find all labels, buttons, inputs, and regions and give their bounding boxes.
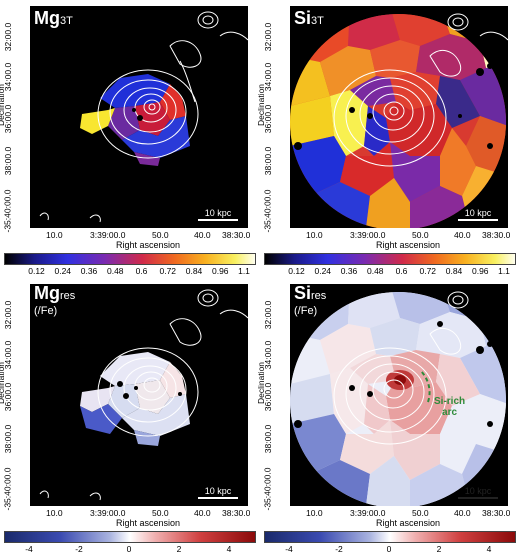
xtick-5: 38:30.0	[482, 230, 511, 240]
ytick-2: 34:00.0	[263, 62, 274, 92]
panel-mg-3t: Mg3T 10 kpc Declination 32:00.0 34:00.0 …	[0, 0, 260, 278]
xtick-3: 50.0	[412, 508, 429, 518]
mg-bin-blue-top	[100, 74, 170, 108]
ytick-2: 34:00.0	[263, 340, 274, 370]
ytick-3: 36:00.0	[3, 104, 14, 134]
panel-title-mg-3t: Mg3T	[34, 8, 73, 28]
mg-res-point-sources	[117, 381, 182, 399]
si-3t-contours	[333, 13, 508, 167]
xtick-4: 40.0	[454, 230, 471, 240]
panel-title-mg-res: Mgres (/Fe)	[34, 283, 76, 317]
ytick-4: 38:00.0	[263, 424, 274, 454]
si-rich-arc-label: Si-rich arc	[434, 396, 466, 418]
xlabel-si-res: Right ascension	[376, 518, 441, 528]
xtick-2: 3:39:00.0	[90, 230, 126, 240]
ytick-3: 36:00.0	[263, 382, 274, 412]
panel-si-3t: Si3T 10 kpc Declination 32:00.0 34:00.0 …	[256, 0, 520, 278]
mg-bin-yellow-left	[80, 108, 115, 134]
panel-title-si-3t: Si3T	[294, 8, 324, 28]
si-res-svg	[290, 291, 506, 506]
xtick-4: 40.0	[194, 230, 211, 240]
map-si-res	[290, 284, 508, 506]
panel-title-si-res: Sires (/Fe)	[294, 283, 327, 317]
si-3t-point-sources	[294, 63, 493, 150]
ytick-4: 38:00.0	[3, 424, 14, 454]
ytick-2: 34:00.0	[3, 62, 14, 92]
ytick-5: -35:40:00.0	[2, 189, 13, 233]
colorbar-residual-2	[264, 531, 516, 543]
mg-bin-blue-bottom	[122, 116, 190, 158]
ytick-1: 32:00.0	[3, 300, 14, 330]
mg-3t-svg	[39, 11, 248, 223]
ytick-3: 36:00.0	[263, 104, 274, 134]
ytick-3: 36:00.0	[3, 382, 14, 412]
ytick-4: 38:00.0	[263, 146, 274, 176]
xlabel-si-3t: Right ascension	[376, 240, 441, 250]
xtick-2: 3:39:00.0	[350, 508, 386, 518]
colorbar-abundance-2	[264, 253, 516, 265]
ytick-5: -35:40:00.0	[262, 467, 273, 511]
xlabel-mg-res: Right ascension	[116, 518, 181, 528]
map-si-3t	[290, 6, 508, 228]
ytick-2: 34:00.0	[3, 340, 14, 370]
xtick-2: 3:39:00.0	[350, 230, 386, 240]
colorbar-residual-1	[4, 531, 256, 543]
panel-mg-res: Mgres (/Fe) 10 kpc Declination 32:00.0 3…	[0, 278, 260, 556]
si-3t-svg	[290, 13, 508, 228]
mg-bin-purple-bottom	[134, 152, 160, 166]
xtick-1: 10.0	[306, 230, 323, 240]
colorbar-abundance-1	[4, 253, 256, 265]
mg-3t-contours	[39, 11, 248, 223]
mg-res-contours	[39, 289, 248, 501]
mg-res-svg	[39, 289, 248, 501]
mg-bin-red-center	[135, 102, 170, 136]
mg-bin-purple-left	[108, 106, 140, 140]
xtick-5: 38:30.0	[222, 230, 251, 240]
scale-bar-si-res: 10 kpc	[458, 486, 498, 499]
xlabel-mg-3t: Right ascension	[116, 240, 181, 250]
xtick-3: 50.0	[412, 230, 429, 240]
xtick-4: 40.0	[454, 508, 471, 518]
scale-bar-si-3t: 10 kpc	[458, 208, 498, 221]
xtick-1: 10.0	[46, 508, 63, 518]
ytick-1: 32:00.0	[263, 22, 274, 52]
scale-bar-mg-3t: 10 kpc	[198, 208, 238, 221]
xtick-2: 3:39:00.0	[90, 508, 126, 518]
map-mg-res	[30, 284, 248, 506]
xtick-1: 10.0	[46, 230, 63, 240]
xtick-3: 50.0	[152, 230, 169, 240]
xtick-3: 50.0	[152, 508, 169, 518]
xtick-5: 38:30.0	[222, 508, 251, 518]
si-res-contours	[333, 291, 469, 445]
ytick-4: 38:00.0	[3, 146, 14, 176]
scale-bar-mg-res: 10 kpc	[198, 486, 238, 499]
si-res-point-sources	[294, 321, 493, 428]
map-mg-3t	[30, 6, 248, 228]
ytick-5: -35:40:00.0	[262, 189, 273, 233]
xtick-4: 40.0	[194, 508, 211, 518]
xtick-5: 38:30.0	[482, 508, 511, 518]
si-rich-arc-line	[419, 369, 431, 403]
ytick-1: 32:00.0	[263, 300, 274, 330]
ytick-1: 32:00.0	[3, 22, 14, 52]
panel-si-res: Sires (/Fe) Si-rich arc 10 kpc Declinatio…	[256, 278, 520, 556]
ytick-5: -35:40:00.0	[2, 467, 13, 511]
xtick-1: 10.0	[306, 508, 323, 518]
